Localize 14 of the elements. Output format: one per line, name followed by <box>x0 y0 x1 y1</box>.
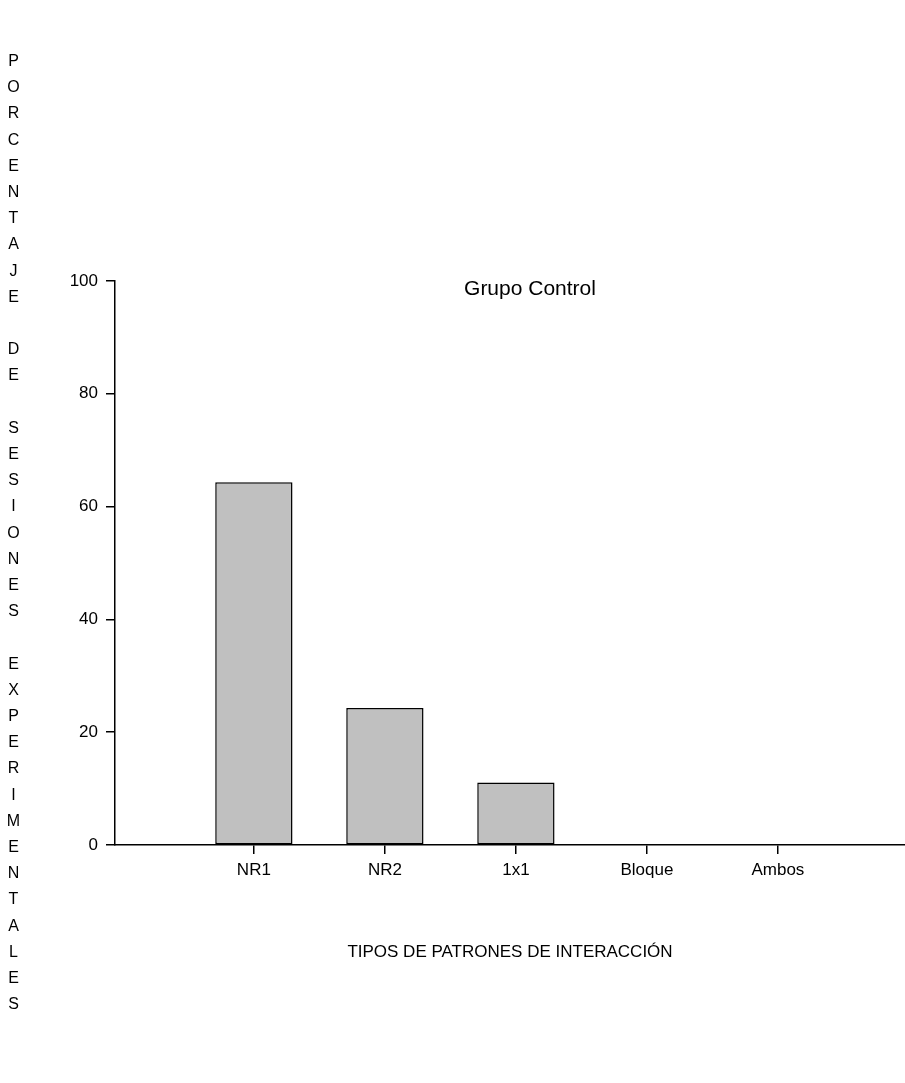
x-tick-label: Bloque <box>620 859 674 879</box>
y-tick-label: 100 <box>69 270 98 290</box>
chart-title: Grupo Control <box>464 276 596 300</box>
x-tick-label: NR2 <box>367 859 402 879</box>
y-tick-label: 40 <box>79 609 98 629</box>
x-tick-label: NR1 <box>236 859 271 879</box>
x-tick-label: 1x1 <box>502 859 530 879</box>
y-tick-label: 20 <box>79 721 98 741</box>
y-tick-label: 60 <box>79 496 98 516</box>
y-tick-label: 80 <box>79 383 98 403</box>
x-tick-label: Ambos <box>751 859 805 879</box>
x-axis-title: TIPOS DE PATRONES DE INTERACCIÓN <box>347 942 673 962</box>
y-axis-title: PORCENTAJE DE SESIONES EXPERIMENTALES <box>4 52 22 1024</box>
y-tick-label: 0 <box>88 834 98 854</box>
